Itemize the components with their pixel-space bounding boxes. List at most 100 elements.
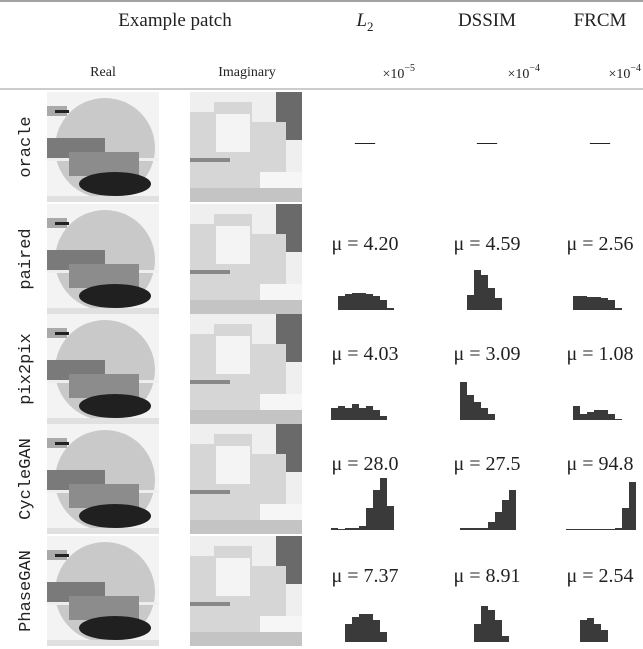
hist-bar	[601, 298, 608, 310]
hist-bar	[387, 506, 394, 530]
metric-header: DSSIM	[458, 10, 516, 31]
hist-bar	[622, 508, 629, 530]
hist-bar	[608, 529, 615, 530]
hist-bar	[580, 414, 587, 420]
scale-label: ×10−4	[507, 63, 540, 82]
metric-symbol: L	[355, 10, 367, 31]
hist-bar	[601, 410, 608, 420]
hist-bar	[573, 296, 580, 310]
imag-patch	[190, 92, 302, 202]
hist-bar	[587, 297, 594, 310]
real-patch	[47, 204, 159, 314]
hist-bar	[601, 630, 608, 642]
hist-bar	[502, 636, 509, 642]
hist-bar	[629, 482, 636, 530]
metric-header: FRCM	[574, 10, 627, 31]
hist-bar	[495, 298, 502, 310]
hist-bar	[509, 490, 516, 530]
hist-bar	[366, 294, 373, 310]
hist-bar	[474, 402, 481, 420]
hist-bar	[359, 408, 366, 420]
hist-bar	[587, 529, 594, 530]
hist-bar	[587, 618, 594, 642]
hist-bar	[580, 620, 587, 642]
metric-value: μ = 4.03	[331, 343, 398, 365]
hist-bar	[373, 410, 380, 420]
row-label: pix2pix	[17, 333, 36, 404]
hist-bar	[566, 529, 573, 530]
hist-bar	[366, 406, 373, 420]
hist-bar	[366, 614, 373, 642]
hist-bar	[467, 528, 474, 530]
real-patch	[47, 92, 159, 202]
hist-bar	[467, 395, 474, 420]
hist-bar	[345, 294, 352, 310]
hist-bar	[380, 632, 387, 642]
hist-bar	[359, 526, 366, 530]
hist-bar	[573, 406, 580, 420]
hist-bar	[467, 295, 474, 310]
hist-bar	[373, 620, 380, 642]
hist-bar	[594, 410, 601, 420]
hist-bar	[373, 296, 380, 310]
hist-bar	[460, 382, 467, 420]
hist-bar	[380, 300, 387, 310]
row-label: CycleGAN	[17, 438, 36, 520]
hist-bar	[608, 300, 615, 310]
hist-bar	[495, 512, 502, 530]
hist-bar	[345, 408, 352, 420]
hist-bar	[331, 408, 338, 420]
hist-bar	[352, 617, 359, 642]
hist-bar	[488, 414, 495, 420]
metric-subscript: 2	[367, 19, 374, 34]
hist-bar	[587, 412, 594, 420]
hist-bar	[573, 529, 580, 530]
subheader-real: Real	[90, 65, 116, 80]
hist-bar	[580, 529, 587, 530]
metric-value: μ = 28.0	[331, 453, 398, 475]
row-label: PhaseGAN	[17, 550, 36, 632]
imag-patch	[190, 424, 302, 534]
hist-bar	[488, 610, 495, 642]
hist-bar	[615, 528, 622, 530]
hist-bar	[331, 528, 338, 530]
hist-bar	[481, 528, 488, 530]
hist-bar	[352, 404, 359, 420]
hist-bar	[481, 606, 488, 642]
scale-base: ×10	[608, 67, 630, 82]
header-example: Example patch	[118, 10, 232, 31]
hist-bar	[460, 528, 467, 530]
scale-exponent: −4	[630, 63, 641, 74]
metric-symbol: DSSIM	[458, 10, 516, 31]
hist-bar	[580, 296, 587, 310]
hist-bar	[373, 490, 380, 530]
hist-bar	[615, 419, 622, 420]
metric-value: μ = 27.5	[453, 453, 520, 475]
hist-bar	[345, 528, 352, 530]
hist-bar	[352, 528, 359, 530]
scale-label: ×10−5	[382, 63, 415, 82]
imag-patch	[190, 536, 302, 646]
hist-bar	[481, 408, 488, 420]
hist-bar	[594, 624, 601, 642]
subheader-imaginary: Imaginary	[218, 65, 276, 80]
hist-bar	[502, 500, 509, 530]
metric-value: μ = 8.91	[453, 565, 520, 587]
metric-value: —	[354, 131, 376, 153]
hist-bar	[359, 293, 366, 310]
metric-header: L2	[355, 10, 373, 34]
hist-bar	[594, 529, 601, 530]
scale-exponent: −4	[529, 63, 540, 74]
imag-patch	[190, 204, 302, 314]
hist-bar	[608, 414, 615, 420]
hist-bar	[359, 614, 366, 642]
hist-bar	[338, 529, 345, 530]
metric-value: μ = 1.08	[566, 343, 633, 365]
hist-bar	[352, 293, 359, 310]
hist-bar	[474, 270, 481, 310]
real-patch	[47, 424, 159, 534]
hist-bar	[594, 297, 601, 310]
scale-exponent: −5	[404, 63, 415, 74]
row-label: paired	[17, 228, 36, 289]
